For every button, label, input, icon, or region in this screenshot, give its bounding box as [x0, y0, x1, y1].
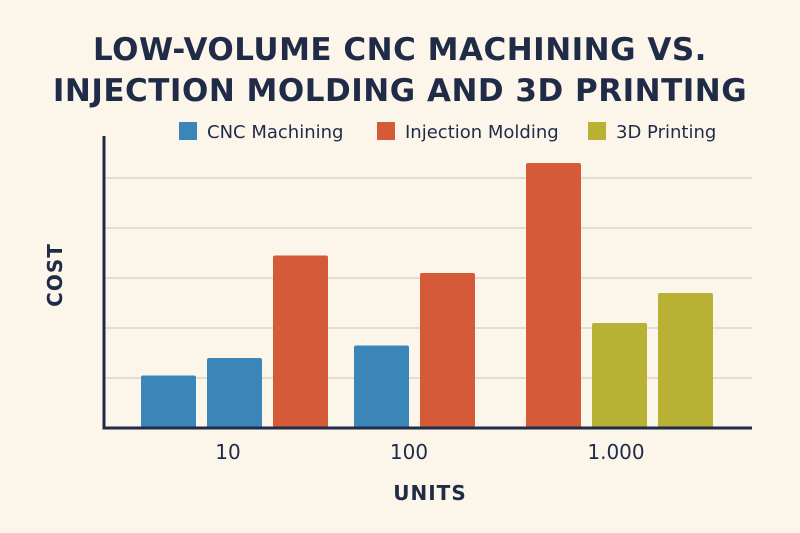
bar-1000-injection-molding: [526, 163, 581, 428]
x-axis-label: UNITS: [393, 481, 466, 505]
chart-title-line-2: INJECTION MOLDING AND 3D PRINTING: [52, 73, 748, 109]
legend-label-cnc-machining: CNC Machining: [207, 122, 343, 143]
x-tick-labels: 10 100 1.000: [215, 440, 644, 464]
chart-title: LOW-VOLUME CNC MACHINING VS. INJECTION M…: [0, 30, 800, 112]
y-axis-label: COST: [43, 243, 67, 307]
x-tick-label: 1.000: [587, 440, 644, 464]
legend-label-3d-printing: 3D Printing: [616, 122, 716, 143]
bar-100-injection-molding: [420, 273, 475, 428]
bars: [141, 163, 713, 428]
bar-100-cnc-machining: [354, 345, 409, 428]
bar-10-cnc-machining: [207, 358, 262, 428]
axes: [102, 136, 752, 430]
bar-1000-3d-printing: [658, 293, 713, 428]
legend-swatch-3d-printing: [588, 122, 606, 140]
bar-10-injection-molding: [273, 255, 328, 428]
chart-title-line-1: LOW-VOLUME CNC MACHINING VS.: [93, 32, 707, 68]
bar-1000-3d-printing: [592, 323, 647, 428]
legend-swatch-cnc-machining: [179, 122, 197, 140]
bar-10-cnc-machining: [141, 375, 196, 428]
x-tick-label: 10: [215, 440, 240, 464]
x-tick-label: 100: [390, 440, 428, 464]
legend: CNC Machining Injection Molding 3D Printin…: [179, 122, 716, 143]
legend-swatch-injection-molding: [377, 122, 395, 140]
legend-label-injection-molding: Injection Molding: [405, 122, 559, 143]
